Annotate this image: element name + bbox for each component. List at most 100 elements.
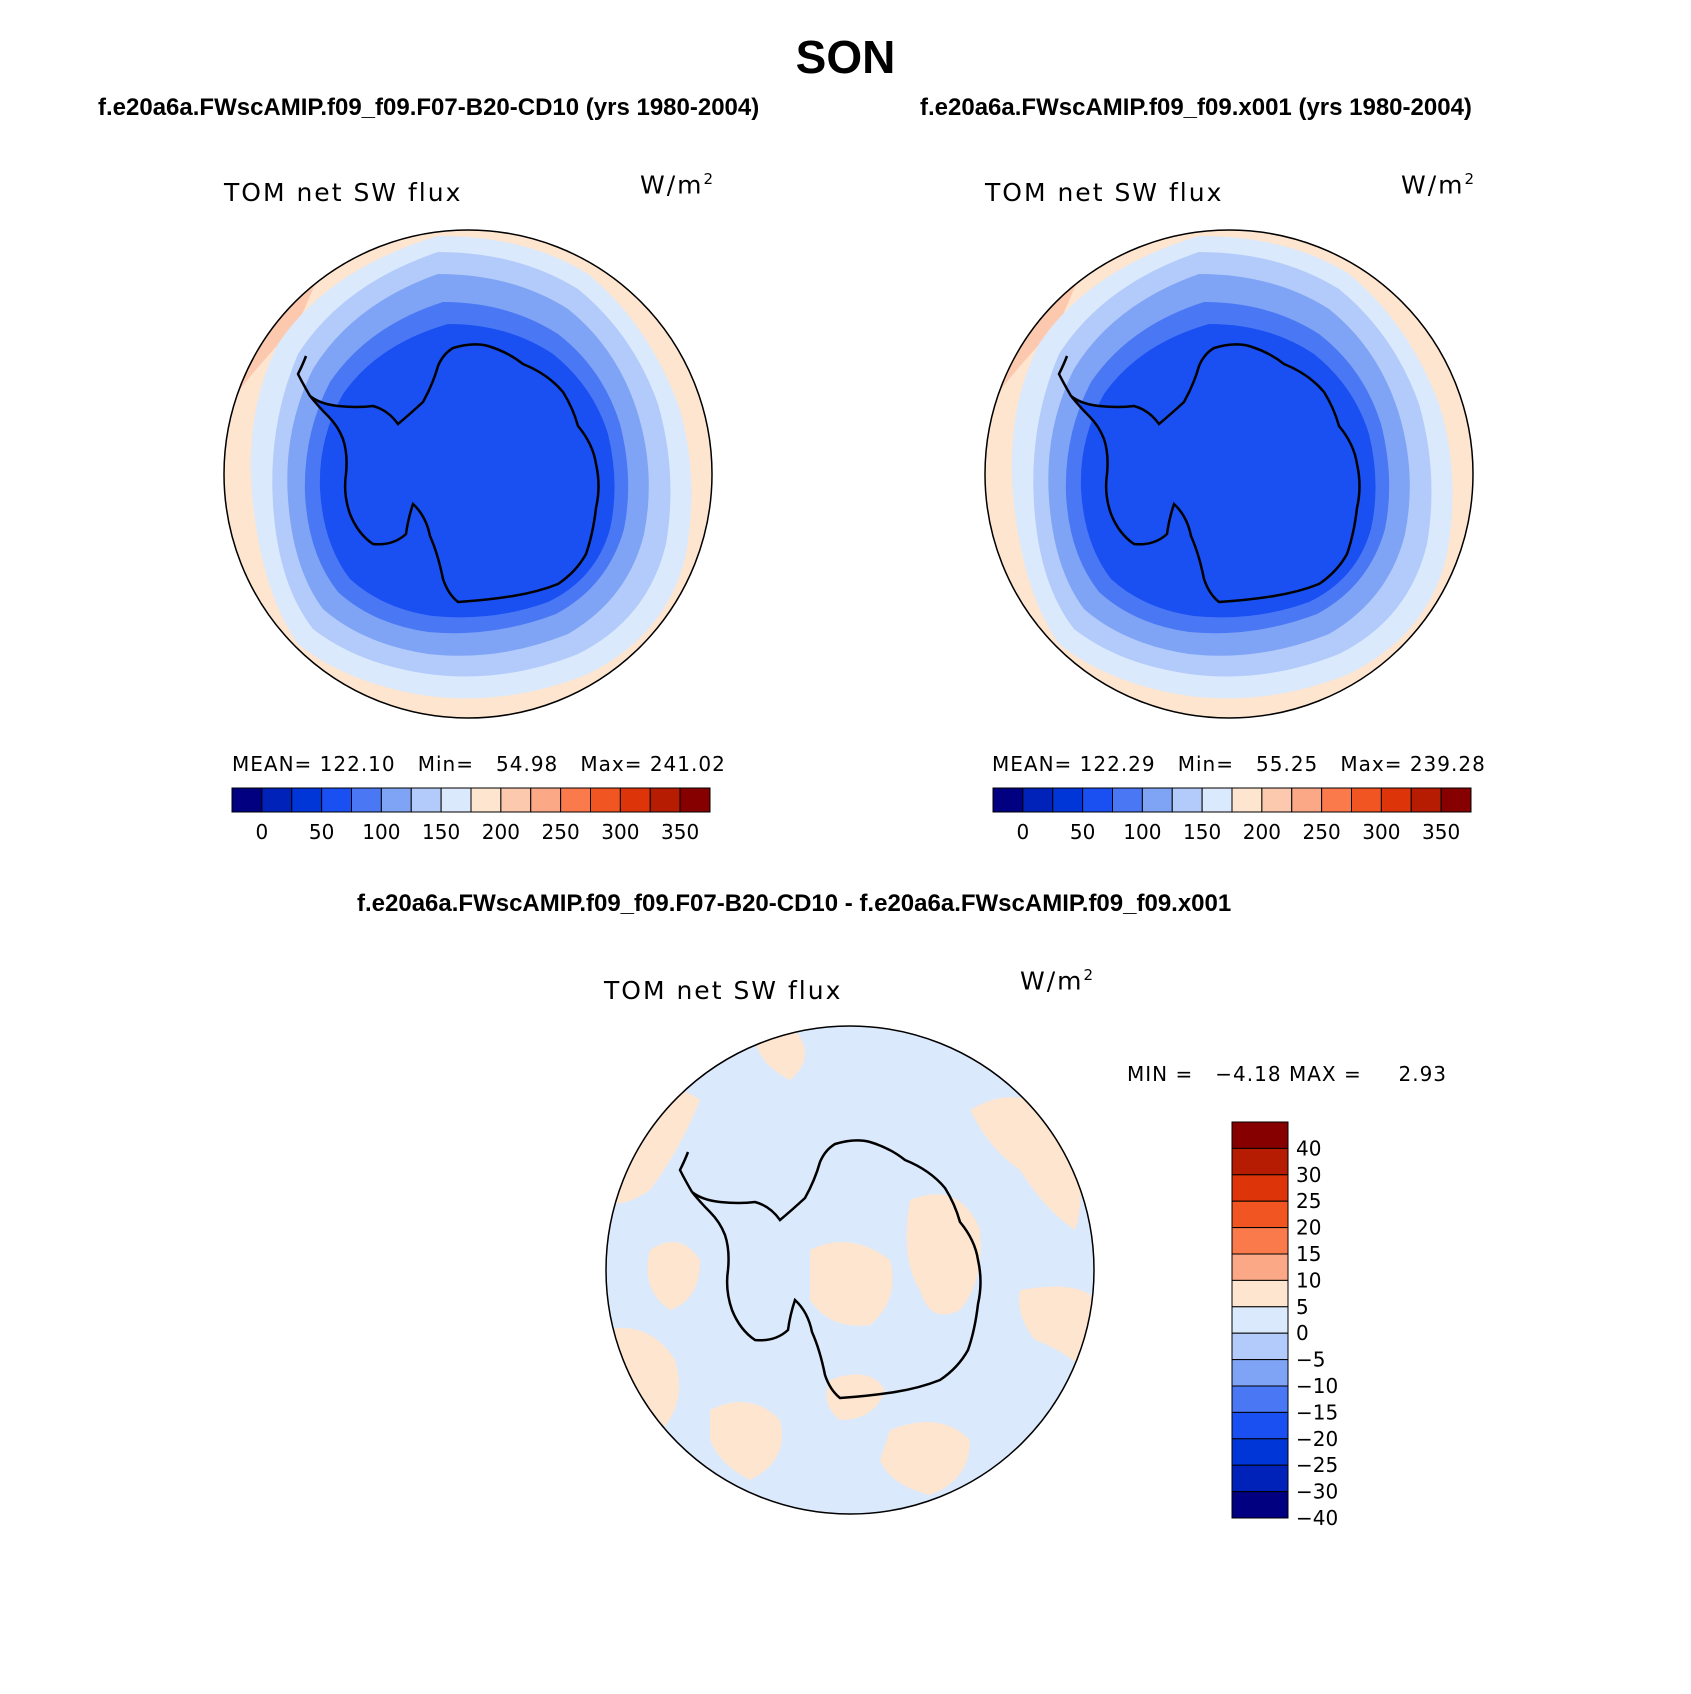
colorbar-swatch [1231, 787, 1263, 813]
colorbar-tick-label: 10 [1296, 1268, 1321, 1292]
colorbar-swatch [1231, 1253, 1289, 1281]
colorbar-swatch [1141, 787, 1173, 813]
colorbar-tick-label: 25 [1296, 1189, 1321, 1213]
colorbar-tick-label: −40 [1296, 1506, 1338, 1530]
colorbar-swatch [351, 787, 382, 813]
positive-patch [647, 1242, 700, 1310]
season-title: SON [795, 31, 896, 83]
colorbar-swatch [1291, 787, 1323, 813]
colorbar-tick-label: −10 [1296, 1374, 1338, 1398]
colorbar-swatch [500, 787, 532, 813]
variable-label-left: TOM net SW flux [224, 178, 463, 207]
colorbar-swatch [1082, 787, 1113, 813]
map-boundary-left [223, 229, 713, 719]
colorbar-swatch [1410, 787, 1442, 813]
units-label-diff: W/m2 [1020, 966, 1096, 996]
case-title-right: f.e20a6a.FWscAMIP.f09_f09.x001 (yrs 1980… [920, 94, 1472, 121]
antarctica-coastline [691, 1139, 982, 1400]
colorbar-swatch [380, 787, 412, 813]
positive-patch [1019, 1286, 1094, 1380]
colorbar-tick-label: −5 [1296, 1348, 1325, 1372]
colorbar-swatch [590, 787, 621, 813]
difference-title: f.e20a6a.FWscAMIP.f09_f09.F07-B20-CD10 -… [357, 890, 1232, 917]
colorbar-swatch [1231, 1491, 1289, 1519]
colorbar-swatch [291, 787, 323, 813]
colorbar-swatch [261, 787, 293, 813]
antarctic-peninsula [296, 355, 312, 397]
colorbar-tick-label: −15 [1296, 1400, 1338, 1424]
colorbar-tick-label: 0 [1017, 820, 1030, 844]
map-boundary-right [984, 229, 1474, 719]
colorbar-swatch [1052, 787, 1084, 813]
colorbar-tick-label: 5 [1296, 1295, 1309, 1319]
colorbar-tick-label: 350 [661, 820, 699, 844]
units-label-right: W/m2 [1401, 170, 1477, 200]
colorbar-left: 0 50 100 150 200 250 300 350 [231, 787, 711, 844]
colorbar-tick-label: −25 [1296, 1453, 1338, 1477]
colorbar-swatch [1231, 1359, 1289, 1387]
colorbar-swatch [619, 787, 651, 813]
colorbar-swatch [440, 787, 472, 813]
colorbar-tick-label: 20 [1296, 1216, 1321, 1240]
colorbar-swatch [1231, 1227, 1289, 1255]
stats-left: MEAN= 122.10 Min= 54.98 Max= 241.02 [232, 752, 726, 776]
colorbar-tick-label: 0 [1296, 1321, 1309, 1345]
colorbar-swatch [410, 787, 442, 813]
colorbar-swatch [470, 787, 502, 813]
colorbar-swatch [1171, 787, 1203, 813]
polar-map-left [223, 229, 713, 719]
colorbar-swatch [321, 787, 352, 813]
colorbar-swatch [649, 787, 681, 813]
colorbar-right: 0 50 100 150 200 250 300 350 [992, 787, 1472, 844]
antarctica-coastline [1070, 343, 1361, 604]
colorbar-tick-label: 300 [601, 820, 639, 844]
variable-label-right: TOM net SW flux [985, 178, 1224, 207]
colorbar-tick-label: 350 [1422, 820, 1460, 844]
colorbar-swatch [1231, 1306, 1289, 1334]
positive-patch [810, 1242, 893, 1326]
colorbar-tick-label: 150 [1183, 820, 1221, 844]
colorbar-swatch [231, 787, 263, 813]
colorbar-tick-label: 40 [1296, 1136, 1321, 1160]
colorbar-swatch [1440, 787, 1472, 813]
colorbar-swatch [1231, 1464, 1289, 1493]
colorbar-tick-label: 15 [1296, 1242, 1321, 1266]
polar-map-difference [605, 1025, 1095, 1515]
colorbar-swatch [1351, 787, 1382, 813]
positive-patch [710, 1402, 782, 1480]
colorbar-swatch [1231, 1121, 1289, 1149]
stats-right: MEAN= 122.29 Min= 55.25 Max= 239.28 [992, 752, 1486, 776]
colorbar-swatch [1231, 1438, 1289, 1466]
colorbar-swatch [1261, 787, 1293, 813]
colorbar-swatch [1231, 1147, 1289, 1176]
colorbar-swatch [1231, 1279, 1289, 1308]
map-boundary-diff [605, 1025, 1095, 1515]
colorbar-swatch [530, 787, 562, 813]
case-title-left: f.e20a6a.FWscAMIP.f09_f09.F07-B20-CD10 (… [98, 94, 760, 121]
colorbar-tick-label: 250 [1303, 820, 1341, 844]
antarctica-coastline [309, 343, 600, 604]
colorbar-swatch [992, 787, 1024, 813]
colorbar-tick-label: 200 [482, 820, 520, 844]
antarctic-peninsula [678, 1151, 694, 1193]
antarctic-peninsula [1057, 355, 1073, 397]
stats-diff: MIN = −4.18 MAX = 2.93 [1127, 1062, 1448, 1086]
colorbar-swatch [1321, 787, 1352, 813]
colorbar-tick-label: 200 [1243, 820, 1281, 844]
colorbar-tick-label: 0 [256, 820, 269, 844]
variable-label-diff: TOM net SW flux [604, 976, 843, 1005]
colorbar-tick-label: 30 [1296, 1163, 1321, 1187]
positive-patch [880, 1422, 970, 1495]
units-label-left: W/m2 [640, 170, 716, 200]
colorbar-swatch [1201, 787, 1233, 813]
colorbar-tick-label: −20 [1296, 1427, 1338, 1451]
colorbar-tick-label: 50 [309, 820, 334, 844]
colorbar-tick-label: 100 [362, 820, 400, 844]
colorbar-tick-label: 150 [422, 820, 460, 844]
colorbar-swatch [1112, 787, 1143, 813]
colorbar-tick-label: 300 [1362, 820, 1400, 844]
colorbar-swatch [1231, 1174, 1289, 1202]
colorbar-swatch [560, 787, 591, 813]
colorbar-swatch [1022, 787, 1054, 813]
